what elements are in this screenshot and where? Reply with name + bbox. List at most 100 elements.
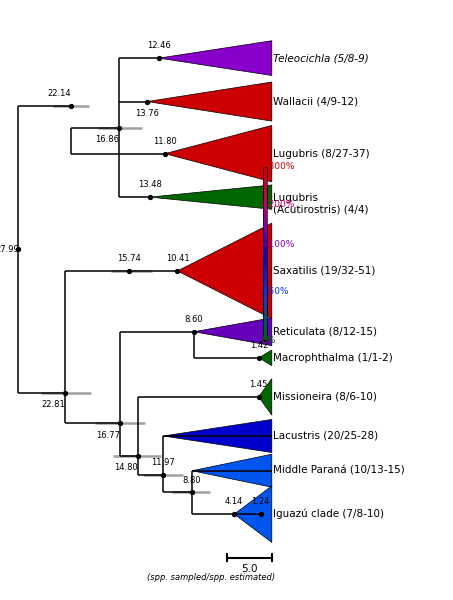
Text: 14.80: 14.80: [114, 463, 138, 472]
Text: Middle Paraná (10/13-15): Middle Paraná (10/13-15): [273, 466, 405, 476]
Polygon shape: [234, 486, 272, 542]
Text: +100%: +100%: [261, 241, 295, 250]
Bar: [263, 290, 267, 291]
Bar: [263, 242, 267, 244]
Text: 16.86: 16.86: [95, 136, 119, 145]
Bar: [263, 241, 267, 242]
Text: >200%: >200%: [261, 200, 295, 209]
Bar: [263, 308, 267, 310]
Bar: [263, 272, 267, 274]
Bar: [263, 325, 267, 326]
Bar: [263, 259, 267, 261]
Bar: [263, 226, 267, 227]
Bar: [263, 261, 267, 262]
Bar: [263, 338, 267, 339]
Bar: [263, 202, 267, 203]
Bar: [263, 268, 267, 269]
Text: 1.45: 1.45: [250, 380, 268, 389]
Bar: [263, 274, 267, 275]
Text: Missioneira (8/6-10): Missioneira (8/6-10): [273, 392, 377, 402]
Bar: [263, 300, 267, 301]
Bar: [263, 205, 267, 206]
Bar: [263, 200, 267, 202]
Bar: [263, 168, 267, 170]
Bar: [263, 278, 267, 280]
Bar: [263, 310, 267, 311]
Polygon shape: [147, 82, 272, 121]
Bar: [263, 212, 267, 213]
Bar: [263, 180, 267, 181]
Bar: [263, 305, 267, 307]
Text: Wallacii (4/9-12): Wallacii (4/9-12): [273, 97, 358, 107]
Bar: [263, 223, 267, 224]
Bar: [263, 196, 267, 197]
Bar: [263, 172, 267, 174]
Text: 1.42: 1.42: [250, 341, 268, 350]
Bar: [263, 178, 267, 180]
Bar: [263, 206, 267, 207]
Bar: [263, 167, 267, 340]
Bar: [263, 333, 267, 335]
Text: Teleocichla (5/8-9): Teleocichla (5/8-9): [273, 53, 369, 63]
Polygon shape: [149, 185, 272, 209]
Text: 12.46: 12.46: [147, 41, 171, 50]
Bar: [263, 339, 267, 340]
Text: 11.80: 11.80: [153, 137, 177, 146]
Text: +50%: +50%: [261, 287, 289, 296]
Bar: [263, 182, 267, 184]
Bar: [263, 185, 267, 187]
Bar: [263, 227, 267, 229]
Bar: [263, 251, 267, 252]
Bar: [263, 175, 267, 177]
Polygon shape: [194, 318, 272, 346]
Bar: [263, 239, 267, 241]
Polygon shape: [259, 379, 272, 415]
Bar: [263, 254, 267, 255]
Bar: [263, 262, 267, 264]
Bar: [263, 301, 267, 303]
Polygon shape: [259, 350, 272, 365]
Bar: [263, 187, 267, 188]
Bar: [263, 245, 267, 247]
Polygon shape: [165, 125, 272, 182]
Text: 8.80: 8.80: [183, 476, 202, 485]
Bar: [263, 330, 267, 332]
Text: Reticulata (8/12-15): Reticulata (8/12-15): [273, 327, 377, 337]
Bar: [263, 294, 267, 296]
Bar: [263, 188, 267, 190]
Bar: [263, 314, 267, 316]
Bar: [263, 191, 267, 193]
Bar: [263, 214, 267, 216]
Text: (spp. sampled/spp. estimated): (spp. sampled/spp. estimated): [147, 573, 275, 582]
Text: Lugubris
(Acutirostris) (4/4): Lugubris (Acutirostris) (4/4): [273, 193, 369, 214]
Bar: [263, 233, 267, 235]
Bar: [263, 323, 267, 325]
Text: 1.24: 1.24: [251, 497, 270, 506]
Bar: [263, 328, 267, 329]
Text: 15.74: 15.74: [117, 254, 141, 263]
Bar: [263, 332, 267, 333]
Bar: [263, 210, 267, 212]
Bar: [263, 283, 267, 284]
Bar: [263, 216, 267, 217]
Text: 5.0: 5.0: [241, 564, 257, 574]
Text: 0%: 0%: [261, 336, 276, 345]
Text: 16.77: 16.77: [96, 431, 120, 440]
Bar: [263, 244, 267, 245]
Bar: [263, 193, 267, 194]
Bar: [263, 194, 267, 196]
Text: 22.81: 22.81: [41, 400, 65, 409]
Bar: [263, 203, 267, 205]
Bar: [263, 319, 267, 320]
Bar: [263, 256, 267, 258]
Bar: [263, 219, 267, 220]
Bar: [263, 313, 267, 314]
Bar: [263, 167, 267, 168]
Text: Lacustris (20/25-28): Lacustris (20/25-28): [273, 431, 378, 441]
Bar: [263, 265, 267, 266]
Bar: [263, 170, 267, 171]
Bar: [263, 304, 267, 305]
Bar: [263, 307, 267, 308]
Bar: [263, 174, 267, 175]
Bar: [263, 249, 267, 251]
